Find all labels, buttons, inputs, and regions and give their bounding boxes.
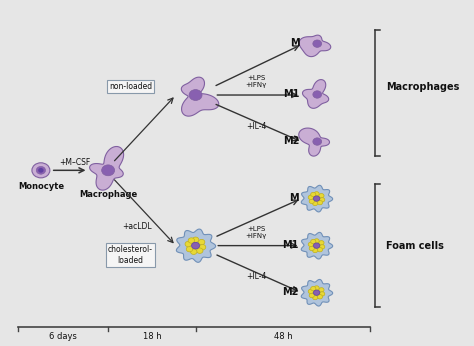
Circle shape — [313, 138, 322, 145]
Circle shape — [312, 201, 318, 206]
Text: Monocyte: Monocyte — [18, 182, 64, 191]
Circle shape — [314, 239, 319, 243]
Polygon shape — [301, 280, 333, 306]
Text: M1: M1 — [283, 240, 299, 250]
Polygon shape — [302, 80, 328, 108]
Circle shape — [192, 237, 199, 243]
Circle shape — [309, 246, 314, 251]
Text: M2: M2 — [283, 136, 300, 146]
Circle shape — [313, 196, 320, 201]
Circle shape — [308, 195, 313, 200]
Circle shape — [36, 166, 46, 174]
Text: +LPS
+IFNγ: +LPS +IFNγ — [246, 75, 267, 88]
Circle shape — [185, 242, 191, 247]
Circle shape — [313, 243, 320, 248]
Circle shape — [309, 293, 314, 298]
Polygon shape — [299, 128, 329, 156]
Circle shape — [319, 288, 324, 292]
Polygon shape — [301, 185, 333, 212]
Circle shape — [312, 295, 318, 300]
Text: +acLDL: +acLDL — [122, 221, 152, 230]
Text: +LPS
+IFNγ: +LPS +IFNγ — [246, 226, 267, 239]
Text: M: M — [289, 193, 299, 203]
Circle shape — [313, 91, 322, 98]
Text: Macrophages: Macrophages — [386, 82, 459, 92]
Circle shape — [191, 242, 200, 249]
Circle shape — [313, 40, 322, 47]
Text: M1: M1 — [283, 89, 300, 99]
Circle shape — [101, 165, 115, 176]
Circle shape — [318, 294, 322, 299]
Circle shape — [39, 169, 43, 172]
Circle shape — [310, 192, 316, 197]
Circle shape — [310, 239, 316, 244]
Circle shape — [308, 242, 313, 247]
Circle shape — [313, 290, 320, 295]
Text: +IL-4: +IL-4 — [246, 122, 266, 131]
Circle shape — [319, 240, 324, 245]
Text: +M–CSF: +M–CSF — [59, 157, 90, 166]
Circle shape — [186, 246, 193, 252]
Circle shape — [319, 245, 325, 249]
Polygon shape — [301, 233, 333, 259]
Circle shape — [200, 245, 206, 250]
Polygon shape — [176, 229, 216, 262]
Circle shape — [308, 289, 313, 294]
Circle shape — [312, 248, 318, 253]
Text: non-loaded: non-loaded — [109, 82, 152, 91]
Polygon shape — [299, 35, 331, 57]
Polygon shape — [182, 77, 219, 116]
Circle shape — [314, 286, 319, 290]
Circle shape — [310, 286, 316, 291]
Circle shape — [32, 163, 50, 178]
Circle shape — [314, 192, 319, 196]
Text: M2: M2 — [283, 287, 299, 297]
Circle shape — [319, 193, 324, 198]
Circle shape — [318, 200, 322, 205]
Text: 48 h: 48 h — [273, 332, 292, 341]
Circle shape — [319, 198, 325, 202]
Circle shape — [309, 199, 314, 203]
Circle shape — [318, 247, 322, 252]
Polygon shape — [90, 146, 124, 190]
Circle shape — [319, 292, 325, 296]
Circle shape — [188, 238, 195, 243]
Text: Foam cells: Foam cells — [386, 240, 444, 251]
Text: Macrophage: Macrophage — [79, 190, 137, 199]
Text: 6 days: 6 days — [49, 332, 77, 341]
Text: +IL-4: +IL-4 — [246, 272, 266, 281]
Circle shape — [191, 249, 197, 254]
Text: 18 h: 18 h — [143, 332, 161, 341]
Circle shape — [197, 248, 203, 253]
Text: M: M — [290, 38, 300, 48]
Circle shape — [199, 239, 205, 245]
Circle shape — [189, 90, 202, 100]
Text: cholesterol-
loaded: cholesterol- loaded — [108, 245, 153, 265]
